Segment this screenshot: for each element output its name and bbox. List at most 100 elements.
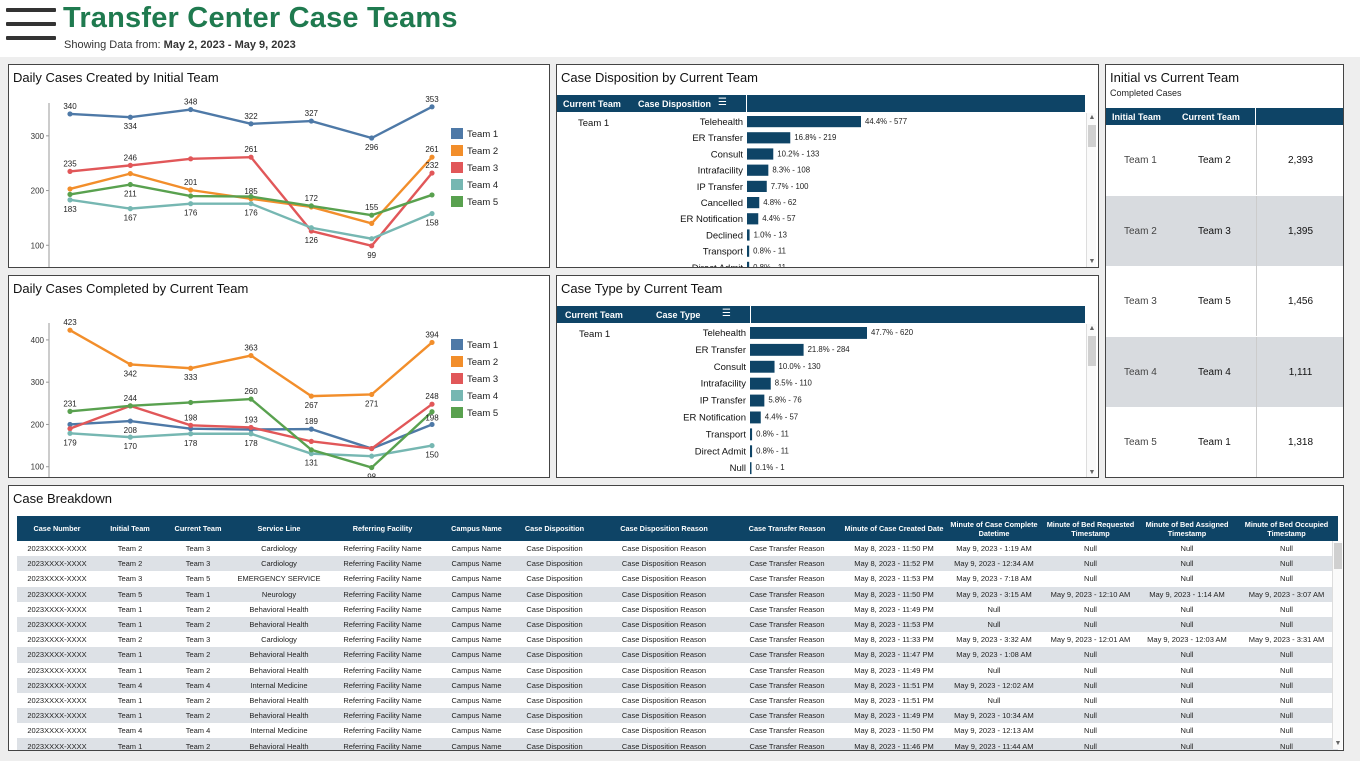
data-point[interactable] — [188, 156, 194, 162]
column-header[interactable]: Minute of Case Created Date — [842, 516, 946, 541]
data-point[interactable] — [67, 327, 73, 333]
data-point[interactable] — [248, 193, 254, 200]
data-point[interactable] — [369, 464, 375, 471]
bar[interactable] — [747, 213, 759, 225]
data-point[interactable] — [308, 225, 314, 231]
scroll-up-icon[interactable]: ▲ — [1088, 325, 1096, 332]
data-point[interactable] — [429, 210, 435, 217]
data-point[interactable] — [248, 352, 254, 359]
table-row[interactable]: 2023XXXX-XXXX Team 1 Team 2 Behavioral Heal… — [17, 693, 1338, 708]
data-point[interactable] — [308, 447, 314, 453]
bar[interactable] — [750, 428, 753, 441]
data-point[interactable] — [188, 431, 194, 437]
data-point[interactable] — [369, 243, 375, 249]
data-point[interactable] — [429, 401, 435, 407]
team-pair-row[interactable]: Team 4 Team 4 1,111 — [1106, 336, 1343, 407]
legend-label[interactable]: Team 4 — [467, 391, 498, 402]
data-point[interactable] — [308, 451, 314, 457]
data-point[interactable] — [308, 426, 314, 432]
data-point[interactable] — [429, 170, 435, 176]
sort-icon[interactable]: ☰ — [718, 97, 727, 108]
data-point[interactable] — [188, 365, 194, 371]
sort-icon[interactable]: ☰ — [722, 308, 731, 319]
team-pair-row[interactable]: Team 1 Team 2 2,393 — [1106, 125, 1343, 195]
data-point[interactable] — [369, 135, 375, 141]
legend-swatch[interactable] — [451, 128, 463, 139]
cases-completed-chart[interactable]: 0100200300400May 2May 3May 4May 5May 6Ma… — [9, 276, 549, 477]
scroll-up-icon[interactable]: ▲ — [1088, 114, 1096, 121]
data-point[interactable] — [67, 197, 73, 203]
column-header[interactable]: Initial Team — [97, 516, 163, 541]
column-header[interactable]: Case Disposition — [513, 516, 596, 541]
column-header[interactable]: Minute of Bed Assigned Timestamp — [1139, 516, 1235, 541]
legend-label[interactable]: Team 5 — [467, 197, 498, 208]
bar[interactable] — [747, 261, 750, 267]
data-point[interactable] — [67, 186, 73, 192]
table-row[interactable]: 2023XXXX-XXXX Team 2 Team 3 Cardiology Refer… — [17, 556, 1338, 572]
column-header[interactable]: Referring Facility — [325, 516, 440, 541]
data-point[interactable] — [127, 418, 133, 424]
data-point[interactable] — [308, 393, 314, 399]
table-row[interactable]: 2023XXXX-XXXX Team 4 Team 4 Internal Medici… — [17, 677, 1338, 693]
current-team-header[interactable]: Current Team — [563, 99, 621, 109]
bar[interactable] — [750, 445, 753, 458]
data-point[interactable] — [248, 201, 254, 207]
data-point[interactable] — [188, 422, 194, 428]
data-point[interactable] — [369, 236, 375, 242]
data-point[interactable] — [67, 111, 73, 117]
bar[interactable] — [750, 394, 765, 407]
current-team-header[interactable]: Current Team — [1182, 112, 1240, 122]
column-header[interactable]: Service Line — [233, 516, 325, 541]
bar[interactable] — [747, 197, 760, 209]
table-row[interactable]: 2023XXXX-XXXX Team 3 Team 5 EMERGENCY SERVI… — [17, 571, 1338, 586]
hamburger-menu-icon[interactable] — [6, 8, 56, 46]
case-type-bars[interactable]: Team 1 Telehealth 47.7% - 620 ER Transfer 21… — [557, 324, 1085, 478]
legend-label[interactable]: Team 1 — [467, 340, 498, 351]
legend-swatch[interactable] — [451, 373, 463, 384]
table-row[interactable]: 2023XXXX-XXXX Team 1 Team 2 Behavioral Heal… — [17, 616, 1338, 633]
data-point[interactable] — [429, 192, 435, 198]
bar[interactable] — [747, 132, 791, 144]
data-point[interactable] — [429, 154, 435, 160]
data-point[interactable] — [308, 118, 314, 124]
table-row[interactable]: 2023XXXX-XXXX Team 1 Team 2 Behavioral Heal… — [17, 708, 1338, 724]
data-point[interactable] — [248, 424, 254, 431]
column-header[interactable]: Case Disposition Reason — [596, 516, 732, 541]
data-point[interactable] — [248, 154, 254, 160]
legend-label[interactable]: Team 3 — [467, 374, 498, 385]
data-point[interactable] — [67, 430, 73, 436]
team-pair-row[interactable]: Team 3 Team 5 1,456 — [1106, 266, 1343, 337]
data-point[interactable] — [248, 396, 254, 402]
table-row[interactable]: 2023XXXX-XXXX Team 1 Team 2 Behavioral Heal… — [17, 663, 1338, 678]
data-point[interactable] — [127, 206, 133, 212]
scroll-thumb[interactable] — [1334, 543, 1342, 569]
data-point[interactable] — [308, 438, 314, 444]
data-point[interactable] — [127, 162, 133, 168]
data-point[interactable] — [369, 220, 375, 226]
data-point[interactable] — [188, 187, 194, 193]
bar[interactable] — [750, 327, 867, 339]
data-point[interactable] — [127, 403, 133, 409]
cases-created-chart[interactable]: 0100200300May 2May 3May 4May 5May 6May 7… — [9, 65, 549, 267]
case-disposition-header-label[interactable]: Case Disposition — [638, 99, 712, 109]
data-point[interactable] — [429, 421, 435, 428]
table-row[interactable]: 2023XXXX-XXXX Team 5 Team 1 Neurology Referr… — [17, 586, 1338, 602]
data-point[interactable] — [429, 442, 435, 449]
scroll-down-icon[interactable]: ▼ — [1088, 469, 1096, 476]
column-header[interactable]: Current Team — [163, 516, 233, 541]
legend-swatch[interactable] — [451, 339, 463, 350]
data-point[interactable] — [248, 121, 254, 127]
column-header[interactable]: Case Number — [17, 516, 97, 541]
legend-label[interactable]: Team 2 — [467, 146, 498, 157]
data-point[interactable] — [67, 168, 73, 175]
legend-swatch[interactable] — [451, 179, 463, 190]
legend-swatch[interactable] — [451, 196, 463, 207]
legend-label[interactable]: Team 1 — [467, 129, 498, 140]
legend-swatch[interactable] — [451, 356, 463, 367]
table-row[interactable]: 2023XXXX-XXXX Team 2 Team 3 Cardiology Refer… — [17, 632, 1338, 647]
data-point[interactable] — [67, 421, 73, 428]
initial-team-header[interactable]: Initial Team — [1112, 112, 1161, 122]
data-point[interactable] — [369, 445, 375, 452]
data-point[interactable] — [67, 426, 73, 432]
column-header[interactable]: Minute of Bed Occupied Timestamp — [1235, 516, 1338, 541]
